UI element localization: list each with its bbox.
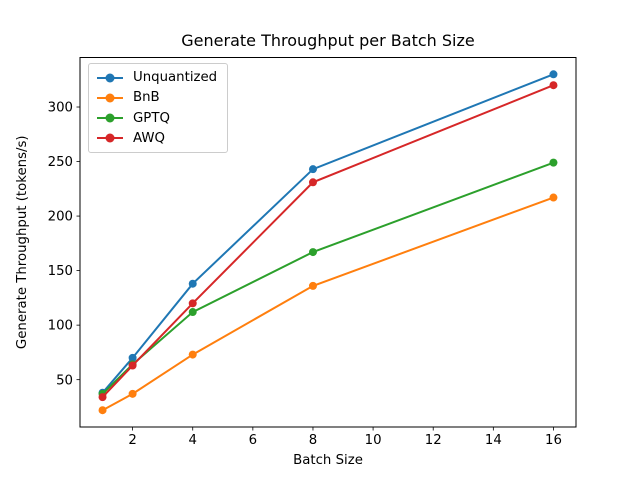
x-tick-label: 8 — [309, 433, 317, 448]
data-point — [549, 193, 558, 202]
x-tick-label: 14 — [485, 433, 502, 448]
data-point — [549, 81, 558, 90]
legend-label: GPTQ — [133, 110, 170, 126]
axes-spines — [79, 57, 577, 428]
data-point — [188, 308, 197, 317]
data-point — [188, 350, 197, 359]
data-point — [549, 70, 558, 79]
legend-item: AWQ — [96, 130, 219, 147]
data-point — [188, 299, 197, 308]
data-point — [308, 281, 317, 290]
legend-item: GPTQ — [96, 110, 219, 127]
legend: Unquantized BnB GPTQ AWQ — [88, 63, 228, 153]
x-tick-label: 2 — [128, 433, 136, 448]
y-tick-label: 300 — [48, 101, 73, 116]
data-point — [308, 248, 317, 257]
data-point — [188, 279, 197, 288]
legend-item: Unquantized — [96, 69, 219, 86]
x-tick-label: 4 — [188, 433, 196, 448]
y-tick-label: 250 — [48, 155, 73, 170]
legend-label: AWQ — [133, 130, 165, 146]
y-tick-label: 50 — [56, 373, 73, 388]
x-tick-label: 6 — [249, 433, 257, 448]
legend-label: Unquantized — [133, 70, 218, 85]
legend-line-marker-icon — [97, 73, 123, 82]
x-tick-label: 16 — [545, 433, 562, 448]
series-line-bnb — [101, 196, 555, 412]
data-point — [98, 406, 107, 415]
chart-title: Generate Throughput per Batch Size — [181, 31, 475, 50]
data-point — [308, 178, 317, 187]
data-point — [128, 389, 137, 398]
data-point — [128, 353, 137, 362]
data-point — [308, 165, 317, 174]
legend-item: BnB — [96, 89, 219, 106]
y-axis-label: Generate Throughput (tokens/s) — [15, 135, 30, 349]
legend-line-marker-icon — [97, 133, 123, 143]
legend-label: BnB — [133, 90, 160, 106]
data-point — [128, 361, 137, 370]
data-point — [549, 158, 558, 167]
x-tick-label: 10 — [365, 433, 382, 448]
x-axis-label: Batch Size — [293, 453, 363, 468]
y-tick-label: 150 — [48, 264, 73, 279]
series-line-gptq — [101, 161, 555, 395]
legend-line-marker-icon — [97, 93, 123, 103]
y-tick-label: 200 — [48, 210, 73, 225]
data-point — [98, 393, 107, 402]
x-tick-label: 12 — [425, 433, 442, 448]
y-tick-label: 100 — [48, 319, 73, 334]
legend-line-marker-icon — [97, 113, 123, 123]
